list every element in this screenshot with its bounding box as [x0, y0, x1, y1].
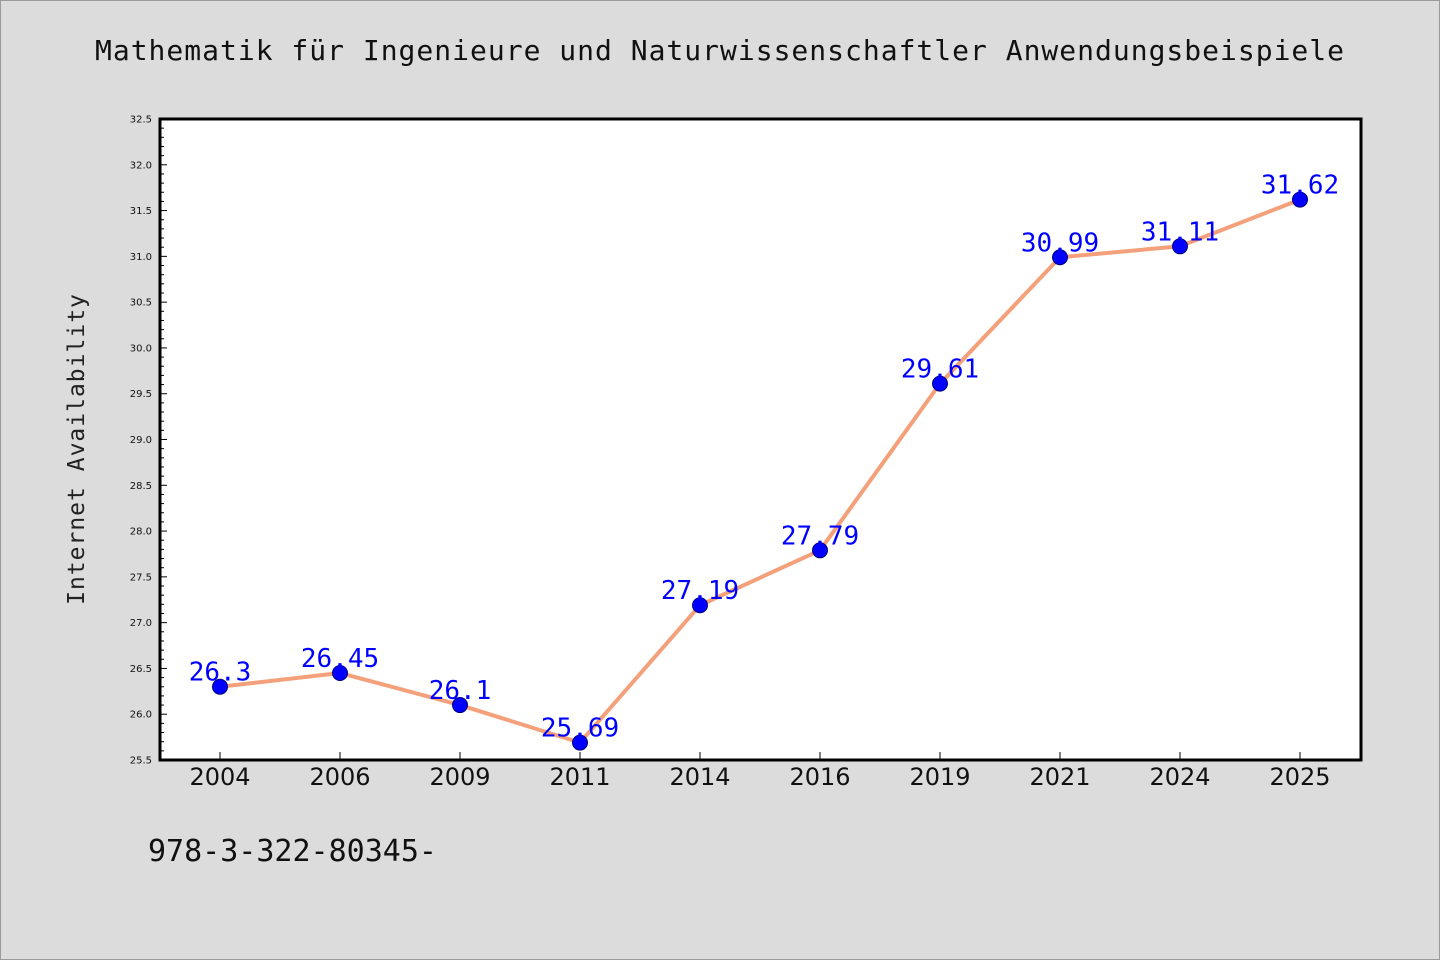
y-tick-label: 27.5	[130, 572, 152, 583]
data-point	[212, 678, 228, 695]
data-label-layer: 26.3 26.45 26.1 25.69 27.19 27.79 29.61 30.99 31…	[189, 171, 1339, 744]
data-point	[332, 665, 348, 682]
x-tick-label: 2024	[1149, 763, 1210, 791]
data-point	[932, 375, 948, 392]
data-point	[572, 734, 588, 751]
x-tick-label: 2016	[789, 763, 850, 791]
data-label: 25.69	[541, 714, 619, 744]
data-label: 29.61	[901, 355, 979, 385]
y-tick-label: 26.5	[130, 664, 152, 675]
data-point	[812, 542, 828, 559]
x-tick-label: 2009	[429, 763, 490, 791]
y-tick-label: 30.5	[130, 298, 152, 309]
x-axis: 2004 2006 2009 2011 2014 2016 2019 2021 2024 2025	[189, 752, 1331, 791]
data-label: 26.1	[429, 676, 492, 706]
data-label: 30.99	[1021, 228, 1099, 258]
y-tick-label: 31.0	[130, 252, 152, 263]
data-point	[1172, 238, 1188, 255]
x-tick-label: 2014	[669, 763, 730, 791]
y-tick-label: 26.0	[130, 710, 152, 721]
data-point	[1292, 191, 1308, 208]
y-tick-label: 25.5	[130, 756, 152, 767]
data-label: 31.11	[1141, 217, 1219, 247]
y-tick-label: 32.0	[130, 160, 152, 171]
plot-area	[158, 117, 1363, 762]
x-tick-label: 2006	[309, 763, 370, 791]
x-tick-label: 2021	[1029, 763, 1090, 791]
data-point	[452, 697, 468, 714]
y-tick-label: 28.5	[130, 481, 152, 492]
y-tick-label: 27.0	[130, 618, 152, 629]
x-tick-label: 2019	[909, 763, 970, 791]
series-line	[218, 197, 1302, 745]
data-point	[692, 597, 708, 614]
data-label: 27.79	[781, 521, 859, 551]
x-tick-label: 2025	[1269, 763, 1330, 791]
x-tick-label: 2011	[549, 763, 610, 791]
y-tick-label: 29.5	[130, 389, 152, 400]
chart-title: Mathematik für Ingenieure und Naturwisse…	[94, 34, 1346, 67]
y-tick-label: 32.5	[130, 115, 152, 126]
data-point	[1052, 249, 1068, 266]
y-tick-label: 29.0	[130, 435, 152, 446]
x-tick-label: 2004	[189, 763, 250, 791]
series-layer	[212, 191, 1308, 751]
y-tick-label: 30.0	[130, 343, 152, 354]
data-label: 26.45	[301, 644, 379, 674]
data-label: 26.3	[189, 658, 252, 688]
footer-code: 978-3-322-80345-	[148, 834, 437, 869]
data-label: 27.19	[661, 576, 739, 606]
y-tick-label: 31.5	[130, 206, 152, 217]
y-tick-label: 28.0	[130, 527, 152, 538]
data-label: 31.62	[1261, 171, 1339, 201]
y-axis: 25.5 26.0 26.5 27.0 27.5 28.0 28.5 29.0 29.5 30.0…	[130, 115, 167, 767]
